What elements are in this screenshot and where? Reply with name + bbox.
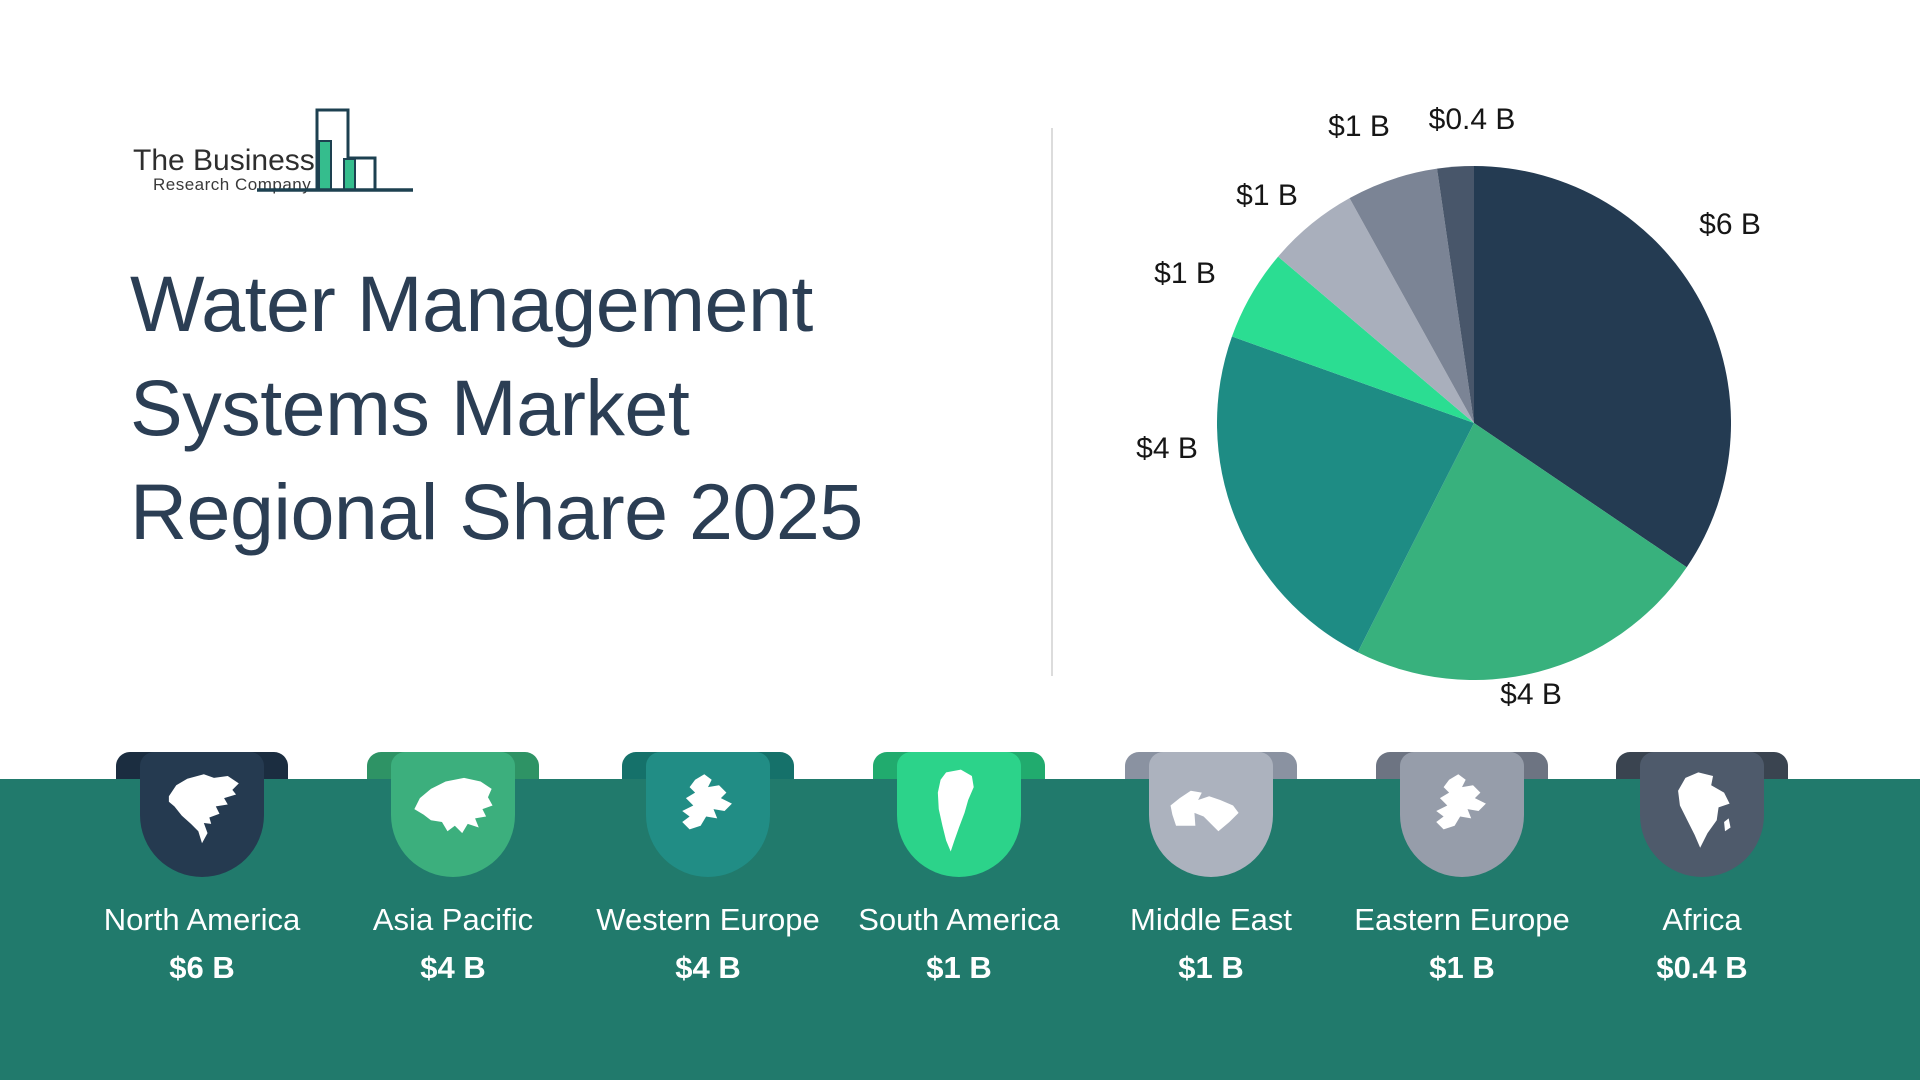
pie-slice-label: $4 B — [1500, 678, 1562, 711]
page-title: Water Management Systems Market Regional… — [130, 252, 863, 564]
legend-region-value: $6 B — [169, 950, 235, 985]
legend-region-name: Middle East — [1130, 902, 1292, 937]
legend-item-africa: Africa $0.4 B — [1577, 752, 1827, 1032]
asia-map-icon — [406, 765, 500, 857]
ribbon-front — [140, 752, 264, 877]
title-line-1: Water Management — [130, 259, 813, 348]
legend-item-western-europe: Western Europe $4 B — [583, 752, 833, 1032]
title-line-3: Regional Share 2025 — [130, 467, 863, 556]
legend-item-south-america: South America $1 B — [834, 752, 1084, 1032]
pie-slice-label: $4 B — [1136, 432, 1198, 465]
north-america-map-icon — [155, 765, 249, 857]
legend-item-asia-pacific: Asia Pacific $4 B — [328, 752, 578, 1032]
middle-east-map-icon — [1164, 765, 1258, 857]
africa-map-icon — [1655, 765, 1749, 857]
legend-region-name: North America — [103, 902, 301, 937]
ribbon-front — [646, 752, 770, 877]
legend-region-value: $0.4 B — [1656, 950, 1748, 985]
legend-region-name: Africa — [1662, 902, 1742, 937]
pie-slice-north-america — [1474, 166, 1732, 568]
legend-region-name: Eastern Europe — [1354, 902, 1570, 937]
legend-region-value: $1 B — [1429, 950, 1495, 985]
legend-item-north-america: North America $6 B — [77, 752, 327, 1032]
ribbon-front — [897, 752, 1021, 877]
pie-chart — [1216, 166, 1732, 681]
pie-slice-asia-pacific — [1357, 423, 1687, 681]
legend-region-value: $4 B — [420, 950, 486, 985]
pie-slice-label: $1 B — [1328, 110, 1390, 143]
pie-slice-eastern-europe — [1349, 168, 1474, 423]
ribbon-front — [391, 752, 515, 877]
pie-slice-south-america — [1231, 256, 1474, 423]
legend-item-eastern-europe: Eastern Europe $1 B — [1337, 752, 1587, 1032]
legend-region-value: $1 B — [926, 950, 992, 985]
legend-region-value: $1 B — [1178, 950, 1244, 985]
bar-chart-logo-icon — [257, 108, 413, 192]
legend-region-name: Western Europe — [596, 902, 820, 937]
pie-slice-western-europe — [1216, 336, 1474, 653]
legend-region-name: Asia Pacific — [372, 902, 534, 937]
south-america-map-icon — [912, 765, 1006, 857]
europe-map-icon — [1415, 765, 1509, 857]
ribbon-front — [1640, 752, 1764, 877]
pie-slice-label: $1 B — [1154, 257, 1216, 290]
title-line-2: Systems Market — [130, 363, 690, 452]
ribbon-front — [1400, 752, 1524, 877]
pie-slice-label: $0.4 B — [1428, 103, 1516, 136]
pie-slice-africa — [1437, 166, 1474, 423]
pie-slice-middle-east — [1278, 198, 1474, 423]
legend-item-middle-east: Middle East $1 B — [1086, 752, 1336, 1032]
vertical-divider — [1051, 128, 1053, 676]
legend-region-name: South America — [858, 902, 1060, 937]
logo-name-line1: The Business — [133, 144, 315, 177]
pie-chart-svg — [1216, 166, 1732, 681]
europe-map-icon — [661, 765, 755, 857]
ribbon-front — [1149, 752, 1273, 877]
legend-region-value: $4 B — [675, 950, 741, 985]
